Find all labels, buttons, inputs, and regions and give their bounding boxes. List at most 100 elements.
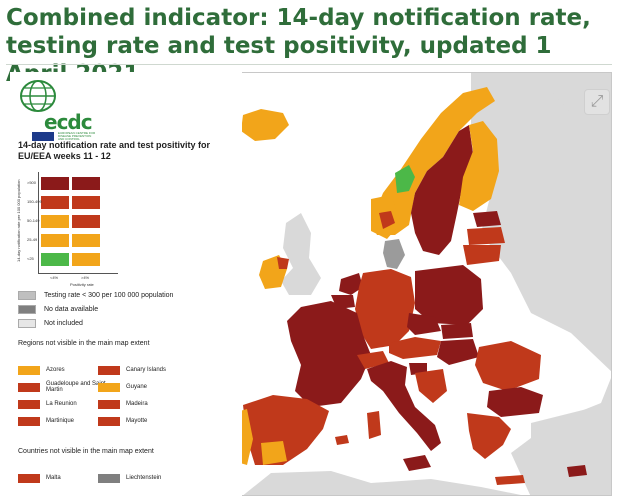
region-swatch	[98, 365, 120, 375]
matrix-cell	[40, 176, 70, 191]
germany	[355, 269, 415, 349]
legend-swatch	[18, 290, 36, 300]
norway-south-red	[379, 211, 395, 229]
iceland	[241, 109, 289, 141]
matrix-cell	[40, 252, 70, 267]
region-label: Canary Islands	[126, 367, 167, 373]
matrix-y-axis	[38, 172, 39, 274]
region-item: La Reunion	[18, 396, 106, 412]
matrix-y-tick: >500	[27, 180, 37, 185]
matrix-cell	[71, 252, 101, 267]
balearic	[335, 435, 349, 445]
sweden	[411, 125, 473, 255]
matrix-cell	[40, 233, 70, 248]
expand-icon: ⤢	[590, 93, 604, 110]
region-item: Guadeloupe and Saint Martin	[18, 379, 106, 395]
matrix-cell	[71, 233, 101, 248]
region-label: Azores	[46, 367, 65, 373]
greece	[467, 413, 511, 459]
logo-subtext: EUROPEAN CENTRE FOR DISEASE PREVENTION A…	[58, 131, 96, 141]
region-swatch	[98, 382, 120, 392]
matrix-x-tick: <4%	[50, 275, 59, 280]
estonia	[473, 211, 501, 227]
page-title: Combined indicator: 14-day notification …	[6, 5, 591, 87]
crete	[495, 475, 525, 485]
matrix-x-tick: >4%	[81, 275, 90, 280]
logo-text: ecdc	[44, 110, 93, 134]
matrix-cell	[71, 214, 101, 229]
region-swatch	[18, 416, 40, 426]
region-label: Madeira	[126, 401, 148, 407]
globe-icon	[20, 80, 56, 112]
region-item: Guyane	[98, 379, 186, 395]
france	[287, 301, 371, 407]
matrix-x-axis-label: Positivity rate	[70, 282, 94, 287]
netherlands	[339, 273, 363, 295]
hungary	[437, 339, 479, 365]
countries-title: Countries not visible in the main map ex…	[18, 448, 154, 455]
italy	[367, 361, 441, 451]
legend-key: Not included	[18, 318, 83, 328]
legend-key-label: Testing rate < 300 per 100 000 populatio…	[44, 291, 174, 299]
region-label: Guyane	[126, 384, 148, 390]
region-swatch	[98, 399, 120, 409]
matrix-y-axis-label: 14-day notification rate per 100 000 pop…	[16, 179, 21, 263]
matrix-cell	[40, 195, 70, 210]
regions-title: Regions not visible in the main map exte…	[18, 340, 150, 347]
legend-key: Testing rate < 300 per 100 000 populatio…	[18, 290, 173, 300]
kola-region	[497, 91, 571, 133]
sicily	[403, 455, 431, 471]
region-label: La Reunion	[46, 401, 77, 407]
spain-orange-region	[261, 441, 287, 465]
romania	[475, 341, 541, 391]
country-swatch	[18, 473, 40, 483]
turkey	[531, 403, 611, 465]
region-item: Madeira	[98, 396, 186, 412]
region-item: Azores	[18, 362, 106, 378]
legend-key-label: Not included	[44, 319, 83, 327]
sardinia	[367, 411, 381, 439]
region-label: Martinique	[46, 418, 75, 424]
country-item: Malta	[18, 470, 106, 486]
matrix-cell	[71, 176, 101, 191]
region-item: Martinique	[18, 413, 106, 429]
region-swatch	[18, 382, 40, 392]
matrix-cell	[40, 214, 70, 229]
matrix-y-tick: 25-49	[27, 237, 38, 242]
region-label: Mayotte	[126, 418, 148, 424]
matrix-y-tick: 50-149	[27, 218, 40, 223]
country-label: Liechtenstein	[126, 475, 162, 481]
region-label: Guadeloupe and Saint Martin	[46, 381, 106, 393]
country-swatch	[98, 473, 120, 483]
legend-swatch	[18, 318, 36, 328]
legend-key-label: No data available	[44, 305, 99, 313]
austria	[389, 337, 441, 359]
eu-flag-icon	[32, 132, 54, 141]
croatia	[415, 369, 447, 403]
slovakia	[441, 323, 473, 339]
region-item: Mayotte	[98, 413, 186, 429]
region-swatch	[18, 365, 40, 375]
northern-ireland	[277, 257, 289, 269]
non-eu-land	[471, 73, 611, 495]
region-swatch	[18, 399, 40, 409]
poland	[415, 265, 483, 325]
expand-map-button[interactable]: ⤢	[584, 89, 610, 115]
ecdc-logo: ecdc EUROPEAN CENTRE FOR DISEASE PREVENT…	[18, 80, 98, 141]
north-africa	[243, 471, 521, 495]
legend-swatch	[18, 304, 36, 314]
latvia	[467, 227, 505, 245]
legend-title: 14-day notification rate and test positi…	[18, 140, 211, 161]
norway-green-region	[395, 165, 415, 193]
matrix-x-axis	[38, 273, 118, 274]
legend-key: No data available	[18, 304, 98, 314]
country-label: Malta	[46, 475, 61, 481]
region-swatch	[98, 416, 120, 426]
matrix-cell	[71, 195, 101, 210]
czechia	[407, 313, 441, 335]
norway	[371, 87, 495, 235]
matrix-y-tick: 150-499	[27, 199, 42, 204]
finland	[459, 121, 499, 211]
denmark	[383, 239, 405, 269]
lithuania	[463, 245, 501, 265]
